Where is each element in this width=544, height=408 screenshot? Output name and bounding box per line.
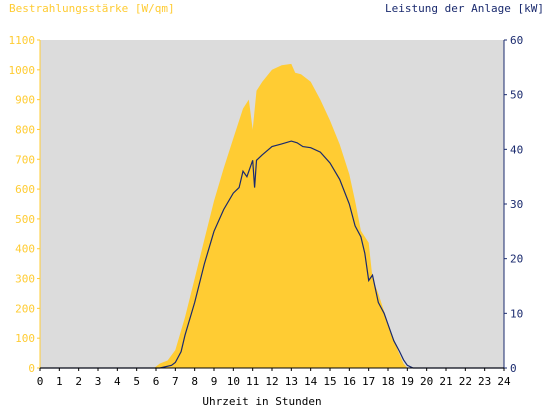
x-tick-label: 19 [401,375,414,388]
axes-layer: 0100200300400500600700800900100011000102… [9,34,524,388]
left-tick-label: 300 [15,273,35,286]
x-tick-label: 4 [114,375,121,388]
right-tick-label: 30 [510,198,523,211]
x-tick-label: 5 [133,375,140,388]
x-tick-label: 7 [172,375,179,388]
x-tick-label: 14 [304,375,318,388]
x-tick-label: 6 [153,375,160,388]
right-tick-label: 20 [510,253,523,266]
x-tick-label: 12 [265,375,278,388]
x-tick-label: 21 [439,375,452,388]
x-tick-label: 9 [211,375,218,388]
left-tick-label: 1000 [9,64,36,77]
left-tick-label: 1100 [9,34,36,47]
x-tick-label: 2 [75,375,82,388]
power-layer [40,140,504,369]
x-tick-label: 3 [95,375,102,388]
left-tick-label: 700 [15,153,35,166]
x-tick-label: 13 [285,375,298,388]
left-tick-label: 400 [15,243,35,256]
right-tick-label: 60 [510,34,523,47]
right-tick-label: 10 [510,307,523,320]
x-tick-label: 0 [37,375,44,388]
x-tick-label: 23 [478,375,491,388]
left-tick-label: 600 [15,183,35,196]
left-tick-label: 100 [15,332,35,345]
x-tick-label: 22 [459,375,472,388]
x-tick-label: 15 [323,375,336,388]
irradiance-layer [40,63,504,369]
x-tick-label: 16 [343,375,356,388]
left-tick-label: 500 [15,213,35,226]
right-tick-label: 0 [510,362,517,375]
x-tick-label: 8 [191,375,198,388]
x-tick-label: 24 [497,375,511,388]
irradiance-area [40,63,504,369]
x-tick-label: 10 [227,375,240,388]
left-tick-label: 800 [15,123,35,136]
x-tick-label: 20 [420,375,433,388]
x-tick-label: 11 [246,375,259,388]
x-tick-label: 17 [362,375,375,388]
right-axis-title: Leistung der Anlage [kW] [385,2,544,15]
power-line [40,140,504,369]
left-tick-label: 200 [15,302,35,315]
left-axis-title: Bestrahlungsstärke [W/qm] [9,2,175,15]
x-axis-title: Uhrzeit in Stunden [202,395,321,408]
right-tick-label: 40 [510,143,523,156]
x-tick-label: 1 [56,375,63,388]
x-tick-label: 18 [381,375,394,388]
left-tick-label: 0 [28,362,35,375]
right-tick-label: 50 [510,89,523,102]
left-tick-label: 900 [15,94,35,107]
